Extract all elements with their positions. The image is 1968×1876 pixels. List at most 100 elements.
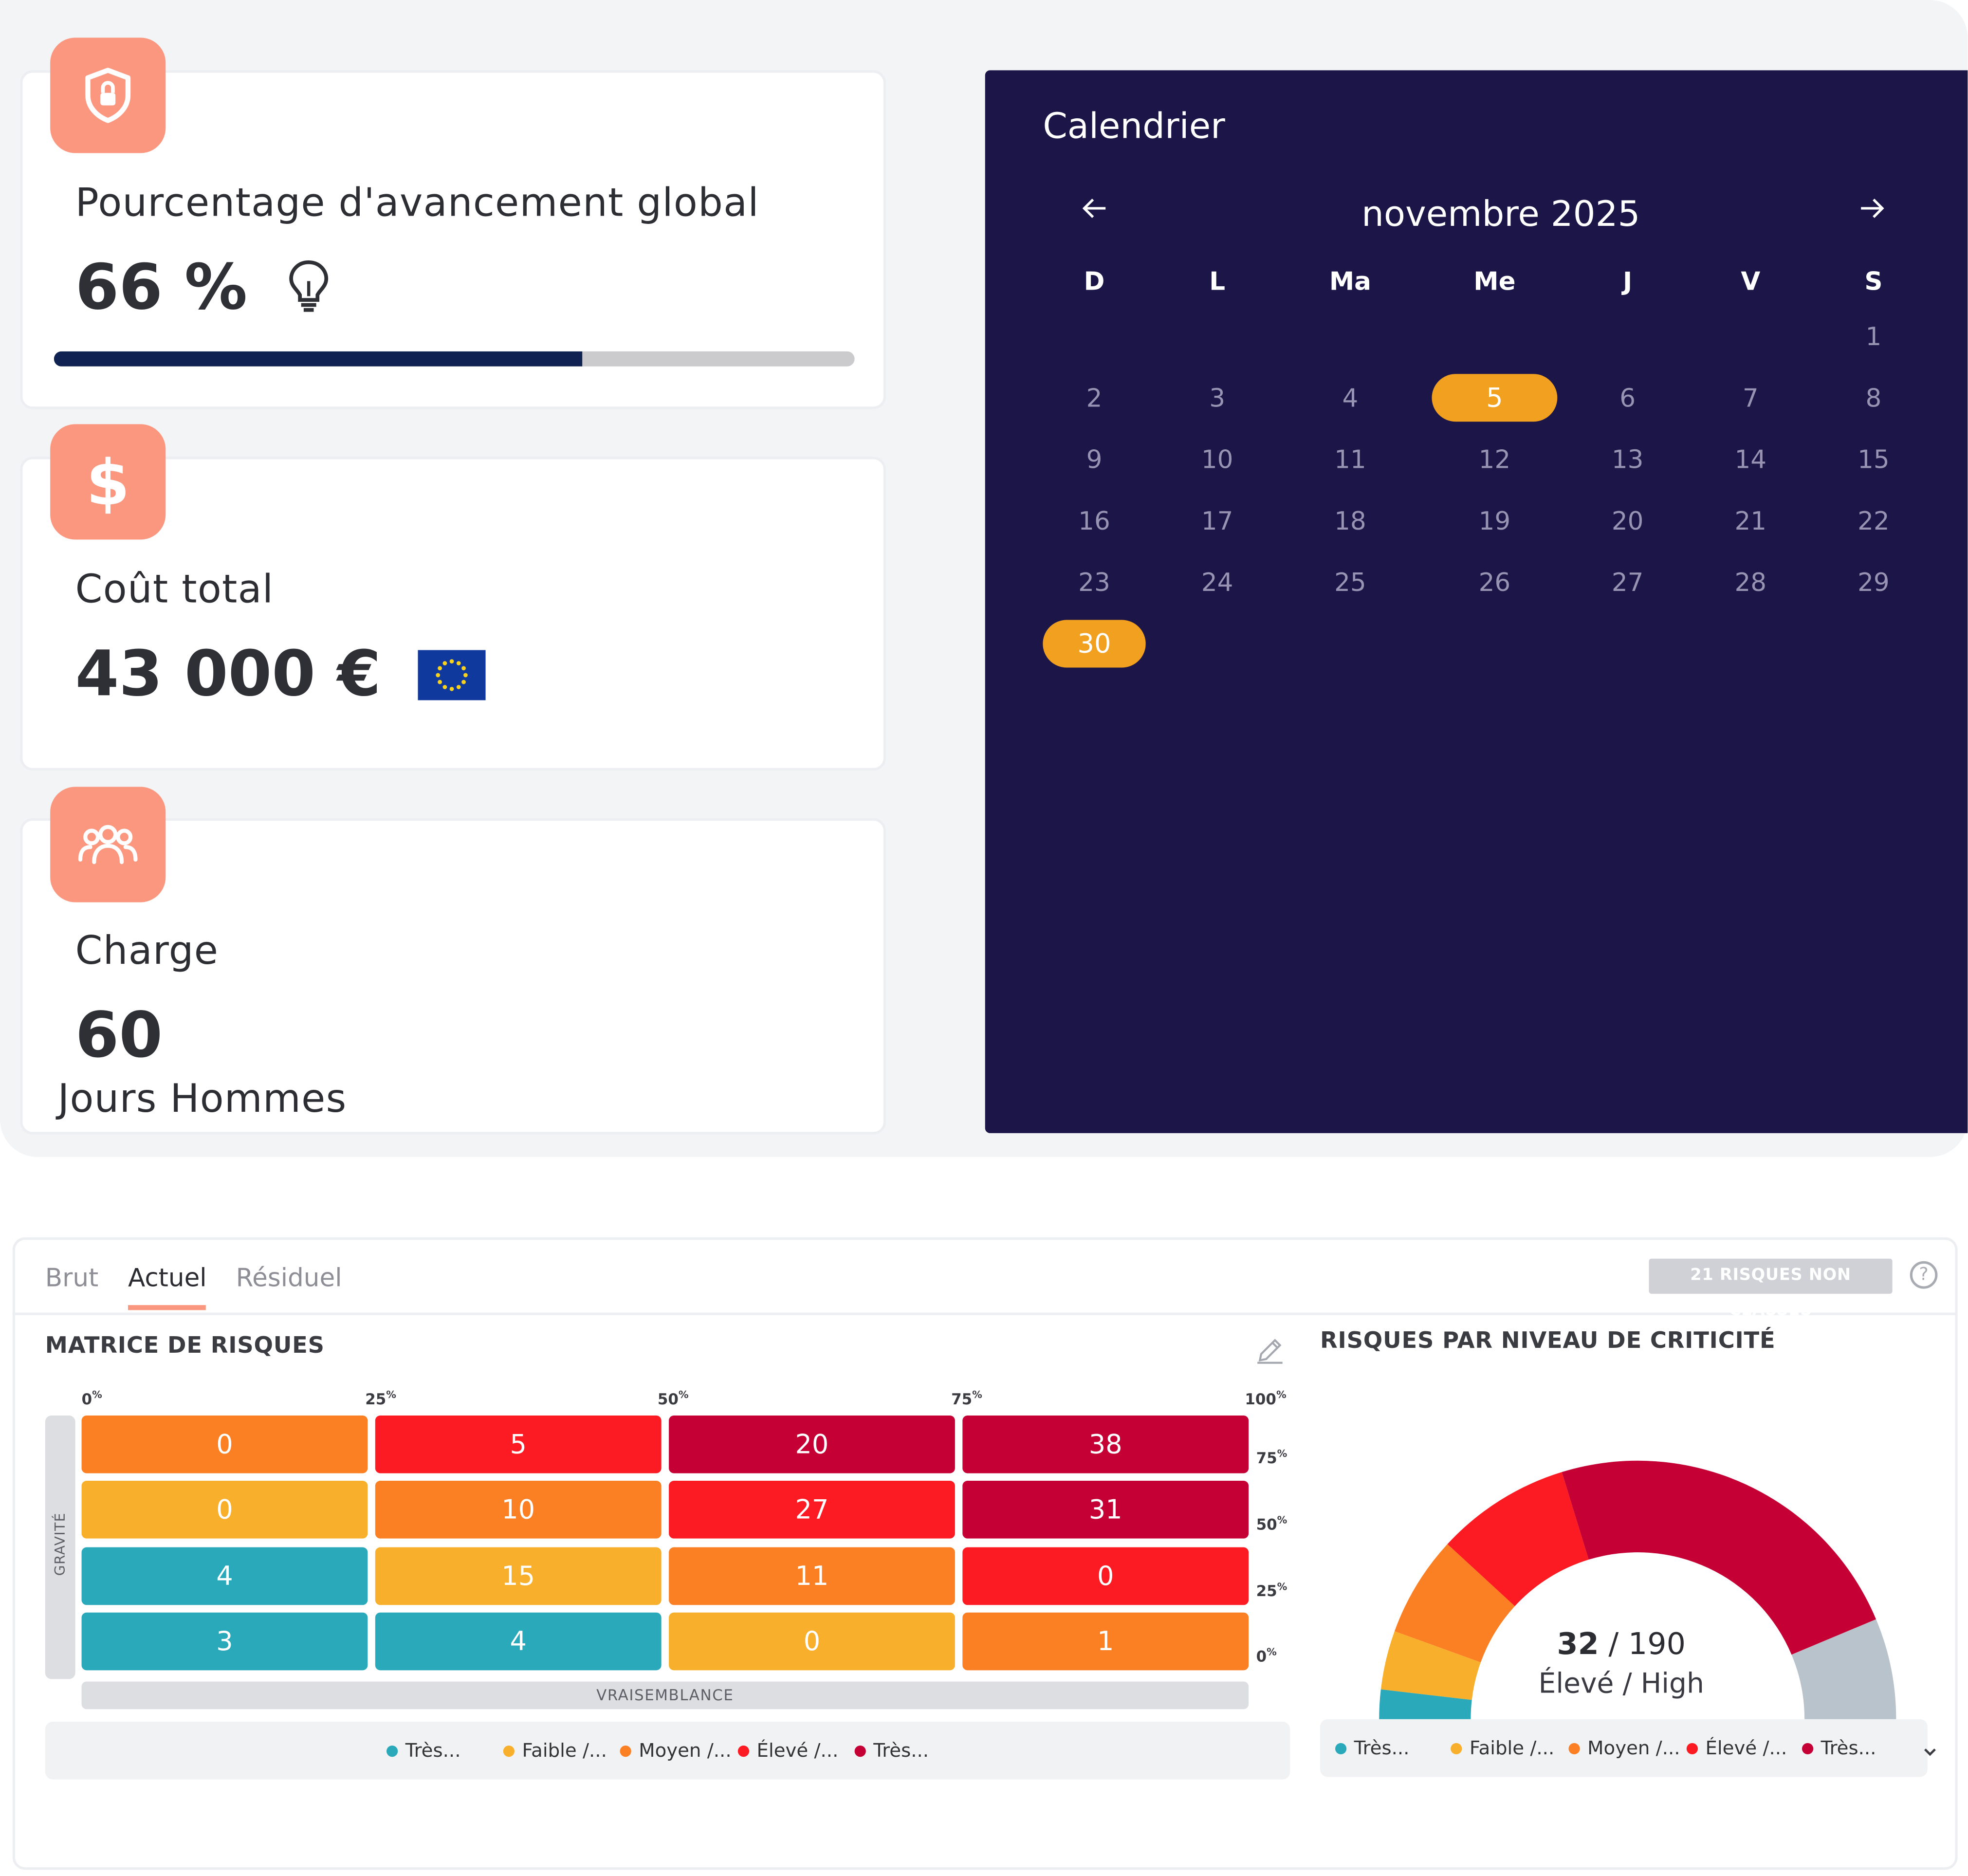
calendar-day[interactable]: 26 <box>1478 567 1511 598</box>
calendar-day[interactable]: 22 <box>1858 505 1890 536</box>
calendar-day[interactable]: 12 <box>1478 444 1511 475</box>
calendar-day-selected[interactable]: 5 <box>1432 374 1558 422</box>
matrix-cell[interactable]: 15 <box>375 1547 662 1605</box>
calendar-day[interactable]: 8 <box>1865 383 1882 413</box>
calendar-day[interactable]: 10 <box>1201 444 1233 475</box>
matrix-cell[interactable]: 3 <box>81 1612 368 1671</box>
calendar-day[interactable]: 16 <box>1078 505 1110 536</box>
calendar-day[interactable]: 25 <box>1334 567 1366 598</box>
progress-title: Pourcentage d'avancement global <box>75 181 759 226</box>
arrow-left-icon[interactable] <box>1081 193 1108 231</box>
matrix-cell[interactable]: 0 <box>81 1415 368 1473</box>
progress-bar <box>54 351 855 367</box>
lightbulb-icon[interactable] <box>287 256 330 329</box>
shield-lock-icon <box>85 68 131 123</box>
calendar-day[interactable]: 14 <box>1734 444 1767 475</box>
calendar-day[interactable]: 4 <box>1342 383 1359 413</box>
charge-value: 60 <box>75 999 163 1072</box>
legend-item[interactable]: Moyen /... <box>1568 1737 1680 1759</box>
users-badge <box>50 787 166 902</box>
calendar-day[interactable]: 1 <box>1865 321 1882 351</box>
legend-label: Très... <box>1354 1736 1410 1760</box>
donut-slice[interactable] <box>1394 1544 1515 1663</box>
legend-item[interactable]: Élevé /... <box>737 1739 838 1762</box>
legend-item[interactable]: Moyen /... <box>620 1739 732 1762</box>
calendar-day[interactable]: 21 <box>1734 505 1767 536</box>
y-axis-label: GRAVITÉ <box>52 1512 69 1576</box>
weekday-me: Me <box>1473 266 1516 296</box>
donut-slice[interactable] <box>1562 1460 1876 1655</box>
arrow-right-icon[interactable] <box>1858 193 1886 231</box>
legend-label: Très... <box>405 1739 461 1762</box>
donut-count: 32 <box>1557 1626 1599 1662</box>
calendar-day[interactable]: 2 <box>1086 383 1103 413</box>
matrix-cell[interactable]: 5 <box>375 1415 662 1473</box>
matrix-cell[interactable]: 20 <box>669 1415 955 1473</box>
matrix-cell[interactable]: 31 <box>962 1481 1249 1539</box>
calendar-day[interactable]: 17 <box>1201 505 1233 536</box>
legend-dot <box>854 1745 866 1757</box>
legend-item[interactable]: Très... <box>1335 1736 1410 1760</box>
help-icon[interactable]: ? <box>1910 1261 1938 1289</box>
calendar-day[interactable]: 20 <box>1611 505 1644 536</box>
percent-value: 75 <box>1256 1449 1277 1467</box>
percent-value: 100 <box>1245 1390 1276 1408</box>
legend-item[interactable]: Très... <box>386 1739 461 1762</box>
matrix-cell[interactable]: 0 <box>962 1547 1249 1605</box>
calendar-day[interactable]: 19 <box>1478 505 1511 536</box>
calendar-day[interactable]: 11 <box>1334 444 1366 475</box>
calendar-day[interactable]: 18 <box>1334 505 1366 536</box>
percent-value: 50 <box>1256 1516 1277 1534</box>
pencil-icon[interactable] <box>1255 1335 1285 1370</box>
calendar-day[interactable]: 6 <box>1619 383 1636 413</box>
matrix-cell[interactable]: 4 <box>375 1612 662 1671</box>
matrix-cell[interactable]: 0 <box>81 1481 368 1539</box>
matrix-cell[interactable]: 4 <box>81 1547 368 1605</box>
calendar-day[interactable]: 13 <box>1611 444 1644 475</box>
calendar-day[interactable]: 23 <box>1078 567 1110 598</box>
calendar-day[interactable]: 7 <box>1742 383 1759 413</box>
donut-slice[interactable] <box>1447 1472 1589 1606</box>
donut-slice[interactable] <box>1791 1619 1896 1719</box>
tab-actuel[interactable]: Actuel <box>128 1262 207 1293</box>
legend-dot <box>737 1745 750 1757</box>
calendar-day[interactable]: 27 <box>1611 567 1644 598</box>
calendar-day[interactable]: 9 <box>1086 444 1103 475</box>
tab-brut[interactable]: Brut <box>45 1262 99 1293</box>
legend-item[interactable]: Très... <box>1802 1737 1876 1759</box>
matrix-cell[interactable]: 0 <box>669 1612 955 1671</box>
dollar-badge: $ <box>50 424 166 540</box>
progress-value: 66 % <box>75 251 330 329</box>
percent-value: 75 <box>951 1390 973 1408</box>
column-percent-label: 25% <box>365 1389 396 1408</box>
row-percent-label: 75% <box>1256 1448 1287 1467</box>
column-percent-label: 100% <box>1245 1389 1286 1408</box>
donut-slice[interactable] <box>1380 1631 1481 1700</box>
matrix-cell[interactable]: 38 <box>962 1415 1249 1473</box>
matrix-cell[interactable]: 11 <box>669 1547 955 1605</box>
legend-label: Faible /... <box>522 1739 607 1762</box>
legend-item[interactable]: Très... <box>854 1739 929 1762</box>
calendar-day[interactable]: 3 <box>1209 383 1226 413</box>
tab-residuel[interactable]: Résiduel <box>236 1262 342 1293</box>
dollar-icon: $ <box>86 449 130 515</box>
calendar-day[interactable]: 24 <box>1201 567 1233 598</box>
matrix-cell[interactable]: 10 <box>375 1481 662 1539</box>
legend-item[interactable]: Faible /... <box>503 1739 607 1762</box>
calendar-day[interactable]: 29 <box>1858 567 1890 598</box>
calendar-day-selected[interactable]: 30 <box>1043 620 1146 668</box>
chevron-down-icon[interactable] <box>1922 1739 1937 1763</box>
percent-value: 25 <box>1256 1582 1277 1600</box>
matrix-cell[interactable]: 27 <box>669 1481 955 1539</box>
donut-slice[interactable] <box>1379 1689 1472 1719</box>
unclassified-risks-badge[interactable]: 21 RISQUES NON CLASSÉS <box>1649 1258 1893 1320</box>
legend-label: Très... <box>1821 1736 1876 1760</box>
weekday-s: S <box>1864 266 1883 296</box>
weekday-l: L <box>1209 266 1226 296</box>
calendar-day[interactable]: 15 <box>1858 444 1890 475</box>
calendar-day[interactable]: 28 <box>1734 567 1767 598</box>
legend-item[interactable]: Faible /... <box>1451 1737 1554 1759</box>
legend-item[interactable]: Élevé /... <box>1686 1737 1787 1759</box>
matrix-cell[interactable]: 1 <box>962 1612 1249 1671</box>
